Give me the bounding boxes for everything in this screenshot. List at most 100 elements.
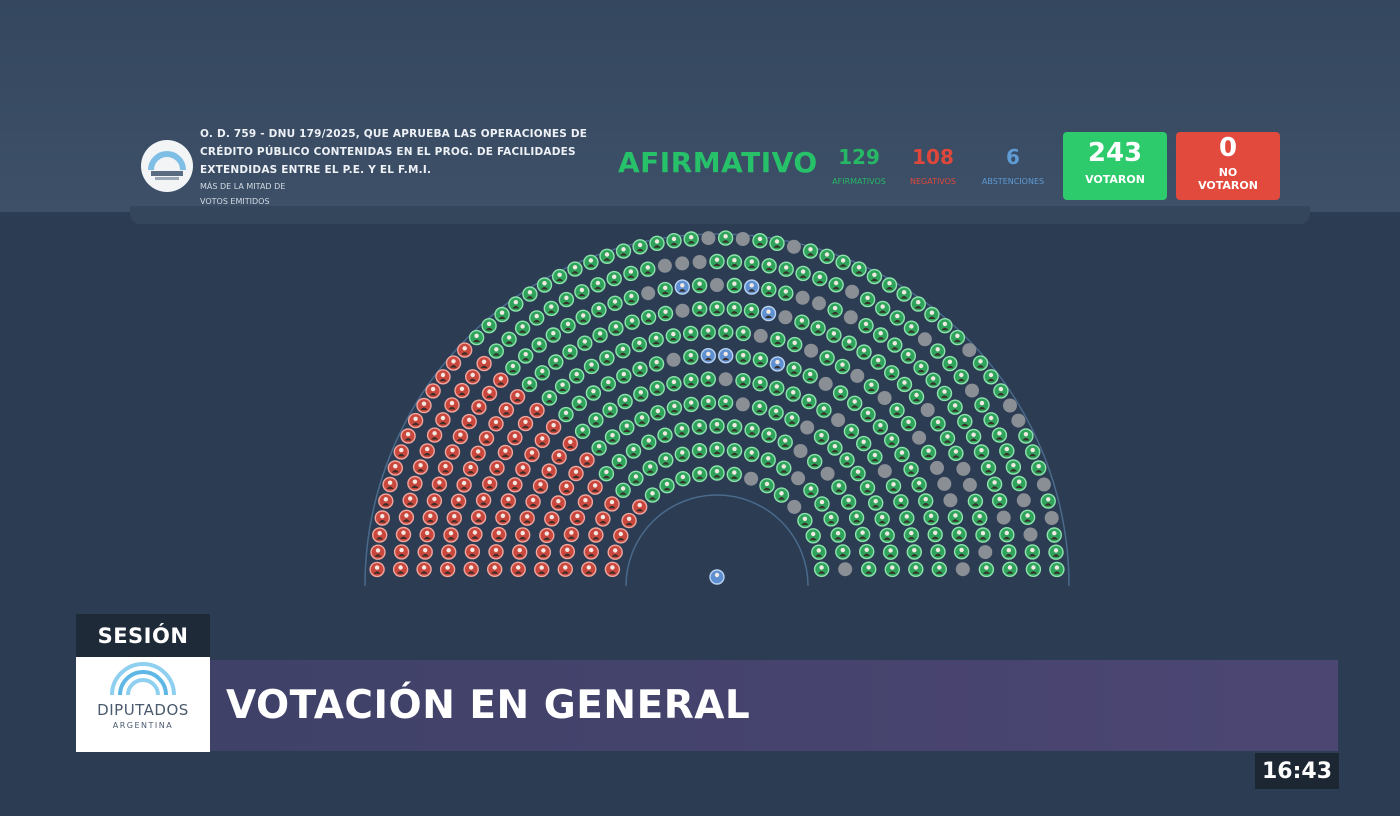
seat-negative: [425, 383, 441, 399]
seat-affirmative: [847, 395, 863, 412]
seat-affirmative: [633, 386, 649, 402]
seat-affirmative: [494, 306, 510, 323]
seat-abstention: [674, 279, 690, 295]
not-voted-box: 0 NO VOTARON: [1176, 132, 1280, 200]
seat-affirmative: [884, 561, 900, 578]
seat-affirmative: [893, 494, 909, 510]
seat-absent: [791, 471, 806, 486]
seat-affirmative: [999, 443, 1015, 459]
seat-negative: [467, 526, 483, 542]
seat-affirmative: [769, 380, 785, 396]
seat-negative: [512, 544, 528, 560]
seat-negative: [457, 342, 473, 358]
seat-affirmative: [545, 327, 561, 343]
seat-affirmative: [602, 402, 618, 418]
seat-affirmative: [951, 526, 967, 542]
seat-absent: [1016, 493, 1031, 508]
motion-info: O. D. 759 - DNU 179/2025, QUE APRUEBA LA…: [200, 125, 600, 209]
seat-affirmative: [859, 543, 875, 560]
seat-abstention: [744, 279, 760, 295]
seat-negative: [443, 527, 459, 543]
seat-affirmative: [761, 258, 777, 274]
seat-affirmative: [674, 422, 690, 438]
seat-affirmative: [606, 270, 622, 287]
seat-affirmative: [1046, 527, 1063, 543]
abstention-label: ABSTENCIONES: [981, 177, 1045, 186]
seat-absent: [778, 310, 793, 325]
seat-affirmative: [744, 422, 760, 438]
seat-absent: [943, 493, 958, 508]
seat-affirmative: [777, 434, 793, 450]
seat-negative: [476, 355, 492, 372]
seat-negative: [416, 561, 432, 577]
seat-affirmative: [812, 270, 828, 287]
seat-abstention: [700, 347, 716, 364]
seat-negative: [495, 509, 511, 526]
seat-affirmative: [860, 406, 876, 423]
seat-affirmative: [634, 411, 650, 428]
seat-negative: [595, 511, 611, 527]
seat-negative: [407, 475, 423, 492]
seat-affirmative: [1018, 428, 1034, 444]
seat-affirmative: [861, 561, 877, 577]
seat-absent: [818, 376, 833, 391]
seat-affirmative: [937, 317, 953, 334]
seat-affirmative: [859, 291, 876, 308]
seat-affirmative: [726, 442, 743, 459]
motion-title-line-1: O. D. 759 - DNU 179/2025, QUE APRUEBA LA…: [200, 128, 588, 140]
seat-negative: [534, 432, 550, 449]
seat-affirmative: [534, 365, 550, 381]
seat-negative: [463, 561, 479, 577]
seat-affirmative: [624, 314, 640, 330]
seat-negative: [393, 544, 410, 560]
seat-negative: [550, 495, 566, 511]
seat-affirmative: [851, 261, 867, 277]
seat-negative: [562, 435, 578, 452]
seat-affirmative: [591, 302, 607, 318]
seat-affirmative: [784, 411, 800, 428]
seat-affirmative: [569, 368, 585, 384]
seat-affirmative: [1005, 459, 1022, 475]
seat-absent: [692, 255, 707, 269]
seat-affirmative: [841, 335, 857, 351]
diputados-logo: DIPUTADOS ARGENTINA: [76, 657, 210, 752]
seat-abstention: [718, 347, 734, 364]
seat-affirmative: [518, 348, 534, 364]
seat-negative: [416, 397, 432, 414]
seat-negative: [456, 477, 472, 493]
seat-affirmative: [939, 430, 956, 447]
clock: 16:43: [1255, 753, 1339, 789]
seat-negative: [402, 492, 418, 508]
seat-absent: [831, 413, 846, 428]
seat-affirmative: [830, 527, 846, 543]
seat-affirmative: [811, 544, 827, 560]
seat-affirmative: [819, 248, 835, 264]
seat-affirmative: [810, 320, 826, 336]
not-voted-label-line-1: NO: [1218, 166, 1238, 179]
seat-affirmative: [840, 494, 857, 510]
seat-abstention: [760, 305, 777, 322]
seat-affirmative: [514, 320, 531, 336]
seat-affirmative: [666, 232, 682, 249]
seat-affirmative: [1024, 444, 1041, 460]
seat-affirmative: [831, 479, 847, 495]
seat-affirmative: [657, 427, 673, 443]
negative-stat: 108 NEGATIVOS: [900, 145, 966, 189]
negative-label: NEGATIVOS: [909, 177, 957, 186]
seat-negative: [445, 355, 462, 371]
seat-negative: [525, 494, 541, 510]
seat-affirmative: [882, 544, 899, 560]
seat-negative: [482, 476, 498, 492]
seat-absent: [793, 444, 808, 458]
seat-affirmative: [957, 413, 973, 430]
seat-negative: [387, 460, 403, 476]
seat-absent: [812, 296, 826, 311]
seat-affirmative: [991, 427, 1008, 443]
seat-affirmative: [583, 358, 600, 375]
seat-affirmative: [529, 310, 545, 326]
seat-affirmative: [468, 329, 485, 346]
abstention-stat: 6 ABSTENCIONES: [975, 145, 1051, 189]
seat-affirmative: [665, 328, 681, 344]
voted-count: 243: [1087, 138, 1143, 168]
seat-negative: [510, 561, 526, 577]
